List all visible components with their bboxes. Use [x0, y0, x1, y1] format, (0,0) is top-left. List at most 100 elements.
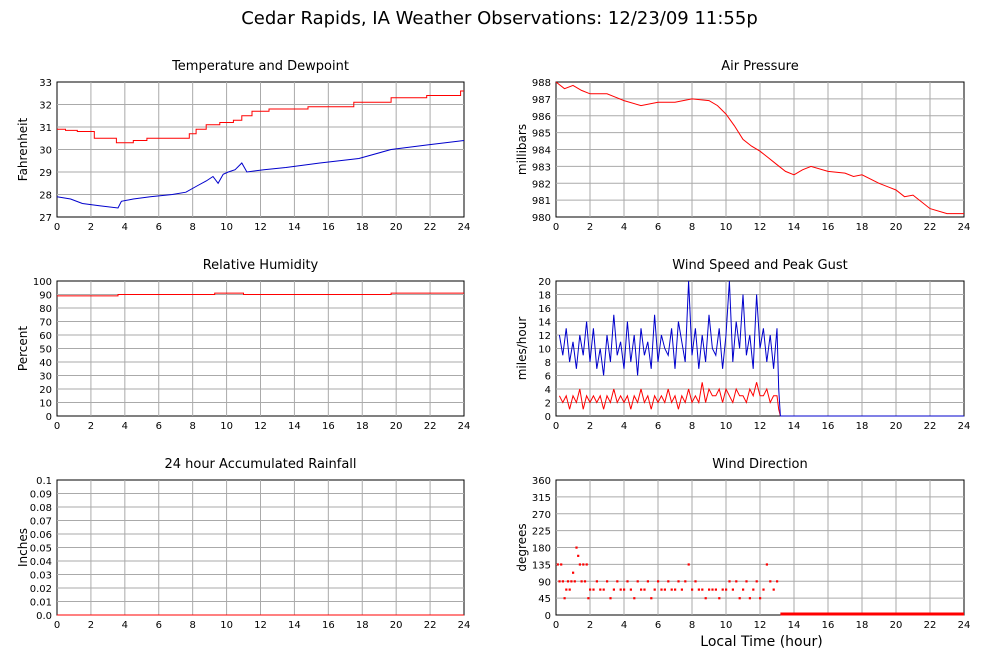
- chart-direction: 0 2 4 6 8 10 12 14 16 18 20 22 240459013518022527031…: [515, 457, 970, 631]
- series-line: [778, 388, 964, 417]
- y-tick-label: 981: [532, 196, 551, 207]
- data-point: [694, 580, 697, 583]
- data-point: [575, 546, 578, 549]
- x-tick-label: 24: [958, 222, 971, 233]
- data-point: [745, 580, 748, 583]
- data-point: [725, 588, 728, 591]
- x-tick-label: 4: [621, 620, 627, 631]
- x-tick-label: 20: [390, 620, 403, 631]
- x-tick-label: 8: [189, 421, 195, 432]
- x-tick-label: 2: [88, 222, 94, 233]
- x-tick-label: 4: [621, 222, 627, 233]
- data-point: [595, 580, 598, 583]
- data-point: [640, 588, 643, 591]
- data-point: [585, 563, 588, 566]
- x-tick-label: 12: [754, 421, 767, 432]
- x-tick-label: 2: [88, 620, 94, 631]
- y-tick-label: 2: [545, 399, 551, 410]
- x-tick-label: 20: [890, 620, 903, 631]
- x-tick-label: 6: [655, 620, 661, 631]
- x-tick-label: 22: [424, 222, 437, 233]
- x-tick-label: 20: [390, 222, 403, 233]
- series-line: [56, 140, 465, 209]
- y-tick-label: 983: [532, 162, 551, 173]
- x-tick-label: 20: [890, 421, 903, 432]
- y-tick-label: 20: [538, 277, 551, 288]
- data-point: [752, 588, 755, 591]
- data-point: [762, 588, 765, 591]
- y-tick-label: 6: [545, 372, 551, 383]
- x-tick-label: 10: [720, 222, 733, 233]
- x-tick-label: 14: [788, 222, 801, 233]
- panel-title: 24 hour Accumulated Rainfall: [164, 457, 356, 472]
- y-tick-label: 984: [532, 146, 551, 157]
- y-tick-label: 4: [545, 385, 551, 396]
- x-tick-label: 18: [356, 620, 369, 631]
- data-point: [583, 580, 587, 583]
- data-point: [560, 563, 563, 566]
- y-tick-label: 32: [39, 101, 52, 112]
- y-tick-label: 0.1: [36, 476, 52, 487]
- panel-title: Air Pressure: [721, 59, 799, 74]
- y-tick-label: 985: [532, 129, 551, 140]
- chart-wind: 0 2 4 6 8 10 12 14 16 18 20 22 2402468101214161820Wi…: [515, 258, 970, 432]
- x-tick-label: 12: [754, 222, 767, 233]
- data-point: [769, 580, 772, 583]
- x-tick-label: 16: [322, 421, 335, 432]
- x-tick-label: 22: [924, 620, 937, 631]
- x-tick-label: 16: [822, 222, 835, 233]
- y-tick-label: 30: [39, 146, 52, 157]
- x-tick-label: 12: [254, 421, 267, 432]
- x-tick-label: 22: [424, 421, 437, 432]
- data-point: [646, 580, 649, 583]
- y-tick-label: 70: [39, 318, 52, 329]
- x-tick-label: 14: [288, 222, 301, 233]
- x-tick-label: 16: [322, 620, 335, 631]
- data-point: [759, 597, 762, 600]
- x-tick-label: 12: [754, 620, 767, 631]
- y-tick-label: 80: [39, 304, 52, 315]
- data-point: [623, 588, 626, 591]
- data-point: [572, 571, 575, 574]
- y-tick-label: 100: [33, 277, 52, 288]
- series-line: [555, 81, 964, 215]
- x-tick-label: 2: [587, 421, 593, 432]
- x-tick-label: 4: [621, 421, 627, 432]
- x-tick-label: 16: [822, 421, 835, 432]
- x-tick-label: 22: [924, 421, 937, 432]
- x-tick-label: 16: [822, 620, 835, 631]
- data-point: [776, 580, 779, 583]
- y-tick-label: 0.07: [30, 517, 52, 528]
- panel-title: Relative Humidity: [203, 258, 319, 273]
- x-tick-label: 24: [958, 421, 971, 432]
- data-point: [609, 597, 612, 600]
- data-point: [578, 563, 581, 566]
- data-point: [721, 588, 724, 591]
- data-point: [612, 588, 615, 591]
- data-point: [755, 580, 758, 583]
- series-line: [57, 292, 464, 297]
- x-tick-label: 24: [458, 421, 471, 432]
- y-tick-label: 988: [532, 78, 551, 89]
- y-tick-label: 16: [538, 304, 551, 315]
- data-point: [728, 580, 731, 583]
- data-point: [573, 580, 576, 583]
- y-tick-label: 33: [39, 78, 52, 89]
- x-tick-label: 24: [458, 620, 471, 631]
- data-point: [580, 580, 583, 583]
- data-point: [677, 580, 680, 583]
- data-point: [643, 588, 646, 591]
- data-point: [697, 588, 700, 591]
- x-tick-label: 10: [720, 620, 733, 631]
- data-point: [735, 580, 738, 583]
- x-tick-label: 6: [156, 421, 162, 432]
- x-tick-label: 8: [689, 222, 695, 233]
- y-tick-label: 30: [39, 372, 52, 383]
- data-point: [563, 597, 566, 600]
- data-point: [616, 580, 619, 583]
- x-tick-label: 14: [288, 421, 301, 432]
- y-tick-label: 40: [39, 358, 52, 369]
- chart-rain: 0 2 4 6 8 10 12 14 16 18 20 22 240.00.010.020.030.04…: [16, 457, 470, 631]
- data-point: [606, 580, 609, 583]
